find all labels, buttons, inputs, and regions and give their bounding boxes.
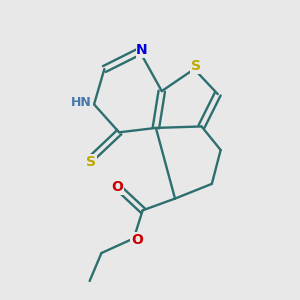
Text: O: O bbox=[111, 180, 123, 194]
Text: S: S bbox=[190, 59, 201, 73]
Text: O: O bbox=[131, 233, 143, 247]
Text: S: S bbox=[86, 155, 96, 169]
Text: HN: HN bbox=[71, 96, 92, 110]
Text: N: N bbox=[136, 43, 148, 57]
